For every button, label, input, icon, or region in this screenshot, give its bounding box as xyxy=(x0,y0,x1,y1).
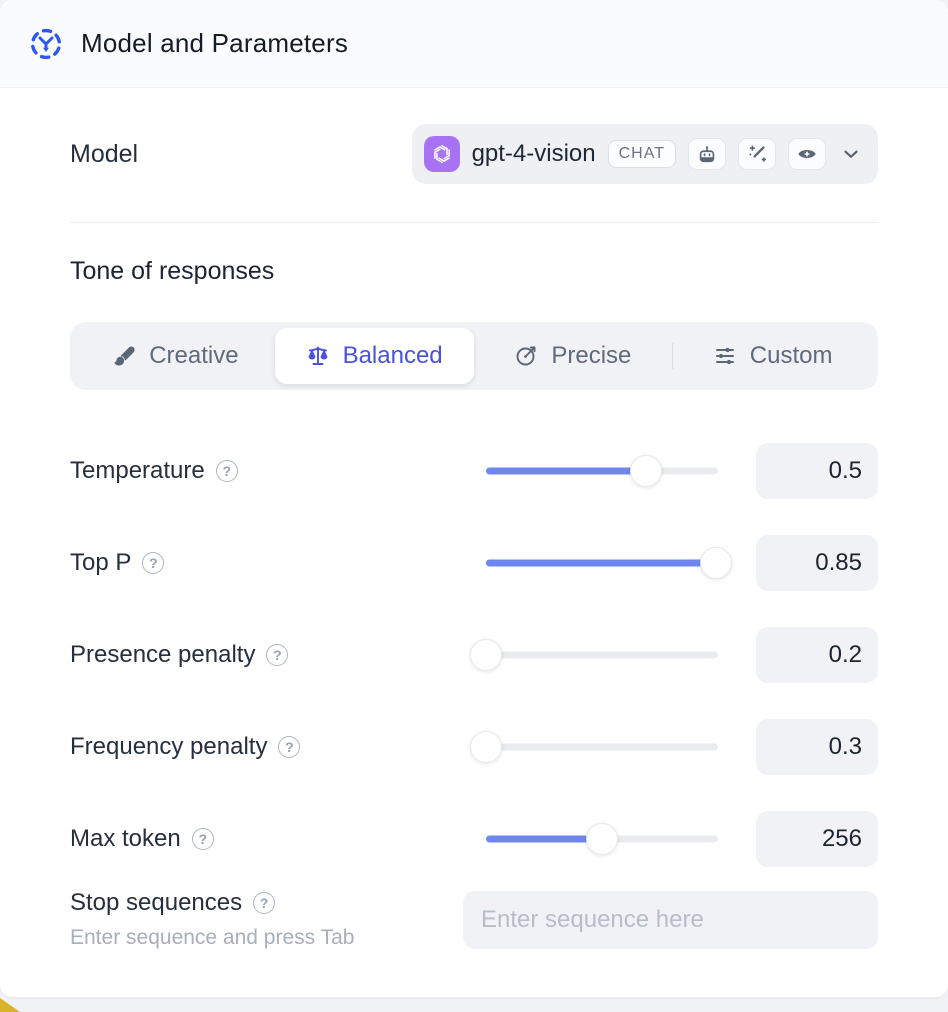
param-label: Max token xyxy=(70,825,181,852)
param-row-max-token: Max token ? 256 xyxy=(70,793,878,885)
slider-thumb[interactable] xyxy=(586,823,618,855)
tone-option-precise[interactable]: Precise xyxy=(474,328,673,384)
help-icon[interactable]: ? xyxy=(253,892,276,914)
slider-thumb[interactable] xyxy=(699,547,732,579)
model-name: gpt-4-vision xyxy=(471,140,596,167)
tone-option-label: Balanced xyxy=(342,342,443,369)
tone-option-creative[interactable]: Creative xyxy=(76,328,275,384)
parameters-list: Temperature ? 0.5 Top P ? 0.85 xyxy=(70,425,878,885)
paintbrush-icon xyxy=(112,344,136,368)
param-row-top-p: Top P ? 0.85 xyxy=(70,517,878,609)
magic-wand-icon xyxy=(738,138,776,170)
vision-eye-icon xyxy=(788,138,826,170)
model-row: Model gpt-4-vision CHAT xyxy=(70,124,878,184)
stop-sequences-hint: Enter sequence and press Tab xyxy=(70,926,355,949)
slider-track[interactable] xyxy=(486,743,718,751)
tone-option-label: Precise xyxy=(551,342,632,369)
background-corner-accent xyxy=(0,998,20,1012)
slider-fill xyxy=(486,835,602,843)
param-row-presence-penalty: Presence penalty ? 0.2 xyxy=(70,609,878,701)
stop-sequences-input[interactable] xyxy=(463,890,878,949)
param-label: Temperature xyxy=(70,457,205,484)
param-slider[interactable] xyxy=(486,546,732,580)
param-value[interactable]: 0.5 xyxy=(756,443,878,499)
tone-option-balanced[interactable]: Balanced xyxy=(274,328,474,384)
model-label: Model xyxy=(70,139,139,168)
sliders-icon xyxy=(713,344,737,368)
param-value[interactable]: 256 xyxy=(756,811,878,867)
stop-sequences-label: Stop sequences xyxy=(70,889,243,916)
slider-thumb[interactable] xyxy=(630,455,663,487)
param-slider[interactable] xyxy=(470,638,718,672)
help-icon[interactable]: ? xyxy=(266,644,289,666)
slider-thumb[interactable] xyxy=(470,639,502,671)
help-icon[interactable]: ? xyxy=(191,828,214,850)
param-slider[interactable] xyxy=(470,730,718,764)
param-slider[interactable] xyxy=(486,822,718,856)
openai-logo-icon xyxy=(423,136,460,172)
slider-track[interactable] xyxy=(486,651,718,659)
tone-title: Tone of responses xyxy=(70,257,275,285)
param-value[interactable]: 0.2 xyxy=(756,627,878,683)
panel-title: Model and Parameters xyxy=(81,28,349,58)
slider-fill xyxy=(486,559,716,567)
param-label: Top P xyxy=(70,549,132,576)
param-slider[interactable] xyxy=(486,454,718,488)
tone-option-custom[interactable]: Custom xyxy=(673,328,872,384)
model-type-badge: CHAT xyxy=(607,140,676,168)
panel-header: Model and Parameters xyxy=(0,0,948,88)
param-value[interactable]: 0.3 xyxy=(756,719,878,775)
param-label: Presence penalty xyxy=(70,641,256,668)
param-label: Frequency penalty xyxy=(70,733,268,760)
help-icon[interactable]: ? xyxy=(215,460,238,482)
stop-sequences-row: Stop sequences ? Enter sequence and pres… xyxy=(70,889,878,950)
help-icon[interactable]: ? xyxy=(278,736,301,758)
model-settings-icon xyxy=(28,26,64,62)
param-row-temperature: Temperature ? 0.5 xyxy=(70,425,878,517)
robot-icon xyxy=(688,138,726,170)
scale-icon xyxy=(306,344,330,368)
help-icon[interactable]: ? xyxy=(142,552,165,574)
chevron-down-icon xyxy=(840,143,862,165)
slider-fill xyxy=(486,467,647,475)
section-divider xyxy=(70,222,878,223)
param-row-frequency-penalty: Frequency penalty ? 0.3 xyxy=(70,701,878,793)
segmented-divider xyxy=(672,343,674,369)
tone-option-label: Creative xyxy=(149,342,239,369)
tone-segmented-control: Creative Balanced xyxy=(70,322,878,390)
param-value[interactable]: 0.85 xyxy=(756,535,878,591)
model-select[interactable]: gpt-4-vision CHAT xyxy=(411,124,878,184)
tone-option-label: Custom xyxy=(749,342,833,369)
goal-icon xyxy=(514,344,538,368)
slider-thumb[interactable] xyxy=(470,731,502,763)
